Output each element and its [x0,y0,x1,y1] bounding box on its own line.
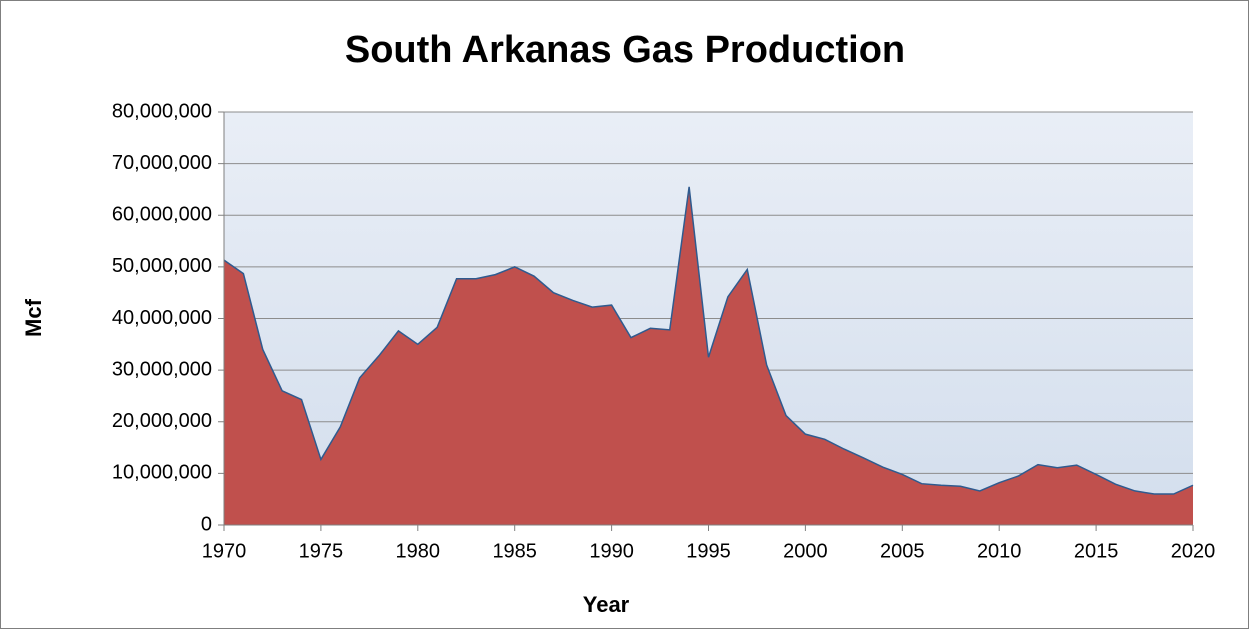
y-tick-label: 0 [201,513,212,535]
x-tick-label: 2010 [977,540,1022,562]
x-tick-label: 2015 [1074,540,1119,562]
x-axis-title: Year [583,592,630,617]
y-tick-label: 40,000,000 [112,307,212,329]
area [224,186,1193,525]
y-tick-label: 10,000,000 [112,462,212,484]
y-axis-title: Mcf [21,298,46,337]
area-outline [223,186,1194,495]
y-tick-label: 50,000,000 [112,255,212,277]
y-tick-label: 20,000,000 [112,410,212,432]
x-tick-label: 1980 [396,540,441,562]
x-tick-label: 1985 [492,540,537,562]
x-tick-label: 1975 [299,540,344,562]
x-tick-label: 1995 [686,540,731,562]
x-tick-label: 2000 [783,540,828,562]
chart-title: South Arkanas Gas Production [345,29,905,71]
x-tick-label: 2020 [1171,540,1216,562]
x-tick-label: 2005 [880,540,925,562]
y-tick-label: 70,000,000 [112,152,212,174]
x-tick-label: 1990 [589,540,634,562]
y-tick-label: 80,000,000 [112,100,212,122]
y-tick-label: 60,000,000 [112,204,212,226]
x-tick-label: 1970 [202,540,247,562]
y-tick-label: 30,000,000 [112,358,212,380]
